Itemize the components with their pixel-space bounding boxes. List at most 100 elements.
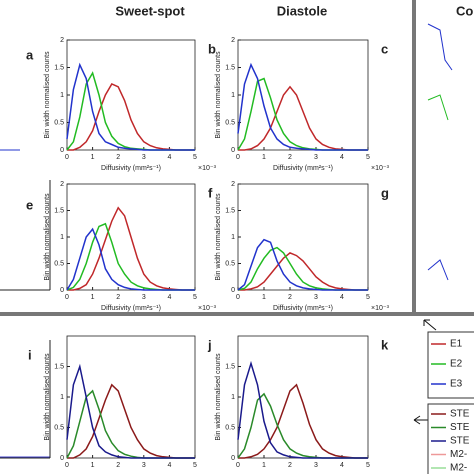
- x-tick-label: 0: [236, 154, 240, 161]
- series-line: [237, 238, 368, 291]
- x-scale-label: ×10⁻³: [371, 165, 390, 172]
- x-tick-label: 4: [167, 154, 171, 161]
- series-line: [237, 62, 368, 151]
- series-line: [237, 360, 368, 459]
- y-axis-label: Bin width normalised counts: [44, 51, 51, 139]
- x-tick-label: 4: [340, 462, 344, 469]
- y-tick-label: 0.5: [225, 424, 235, 431]
- x-tick-label: 4: [340, 154, 344, 161]
- panel-letter: e: [26, 197, 33, 212]
- x-tick-label: 1: [91, 294, 95, 301]
- x-tick-label: 5: [366, 462, 370, 469]
- x-tick-label: 0: [236, 462, 240, 469]
- y-tick-label: 2: [231, 181, 235, 188]
- y-tick-label: 1: [60, 234, 64, 241]
- legend-label: STE: [450, 409, 470, 420]
- separator: [0, 312, 474, 316]
- x-tick-label: 5: [366, 154, 370, 161]
- column-title: Co: [456, 3, 473, 18]
- y-tick-label: 1.5: [225, 64, 235, 71]
- legend-label: STE: [450, 422, 470, 433]
- x-tick-label: 4: [167, 462, 171, 469]
- panel-letter: a: [26, 47, 34, 62]
- x-tick-label: 3: [314, 294, 318, 301]
- y-tick-label: 0: [60, 455, 64, 462]
- y-tick-label: 0: [60, 287, 64, 294]
- series-line: [66, 62, 195, 151]
- y-tick-label: 0.5: [225, 119, 235, 126]
- y-tick-label: 0.5: [225, 260, 235, 267]
- y-tick-label: 2: [60, 181, 64, 188]
- x-scale-label: ×10⁻³: [198, 165, 217, 172]
- y-tick-label: 1: [231, 92, 235, 99]
- x-tick-label: 5: [193, 462, 197, 469]
- y-tick-label: 1.5: [225, 207, 235, 214]
- x-tick-label: 3: [142, 154, 146, 161]
- x-tick-label: 1: [91, 462, 95, 469]
- x-tick-label: 1: [262, 462, 266, 469]
- y-tick-label: 0.5: [54, 424, 64, 431]
- x-tick-label: 2: [288, 154, 292, 161]
- plot-frame: [66, 335, 196, 459]
- panel-letter: g: [381, 185, 389, 200]
- panel-letter: k: [381, 337, 389, 352]
- x-tick-label: 1: [91, 154, 95, 161]
- arrow: [413, 415, 428, 425]
- plot-frame: [237, 183, 369, 291]
- x-tick-label: 2: [116, 294, 120, 301]
- x-tick-label: 1: [262, 294, 266, 301]
- x-tick-label: 0: [65, 462, 69, 469]
- panel-letter: j: [207, 337, 212, 352]
- x-tick-label: 5: [193, 294, 197, 301]
- legend-box: [427, 331, 474, 399]
- y-tick-label: 0.5: [54, 260, 64, 267]
- y-axis-label: Bin width normalised counts: [44, 193, 51, 281]
- legend-label: E2: [450, 359, 463, 370]
- x-tick-label: 1: [262, 154, 266, 161]
- y-tick-label: 1.5: [54, 64, 64, 71]
- legend-label: E1: [450, 339, 463, 350]
- x-axis-label: Diffusivity (mm²s⁻¹): [101, 165, 161, 172]
- y-axis-label: Bin width normalised counts: [215, 193, 222, 281]
- panel-letter: c: [381, 41, 388, 56]
- partial-line: [427, 94, 449, 121]
- x-axis-label: Diffusivity (mm²s⁻¹): [273, 305, 333, 312]
- x-tick-label: 5: [366, 294, 370, 301]
- legend-box: [427, 403, 474, 474]
- y-axis-label: Bin width normalised counts: [215, 353, 222, 441]
- x-tick-label: 3: [314, 462, 318, 469]
- x-axis-label: Diffusivity (mm²s⁻¹): [273, 165, 333, 172]
- y-tick-label: 0: [231, 455, 235, 462]
- column-title: Sweet-spot: [115, 3, 185, 18]
- legend-label: STE: [450, 436, 470, 447]
- separator: [412, 0, 416, 314]
- series-line: [66, 363, 195, 459]
- x-tick-label: 2: [116, 462, 120, 469]
- panel-letter: f: [208, 185, 213, 200]
- x-scale-label: ×10⁻³: [198, 305, 217, 312]
- y-axis-label: Bin width normalised counts: [44, 353, 51, 441]
- x-scale-label: ×10⁻³: [371, 305, 390, 312]
- y-tick-label: 0: [231, 147, 235, 154]
- x-tick-label: 0: [236, 294, 240, 301]
- x-tick-label: 4: [167, 294, 171, 301]
- y-tick-label: 1: [231, 394, 235, 401]
- plot-frame: [237, 335, 369, 459]
- x-tick-label: 2: [116, 154, 120, 161]
- legend-label: E3: [450, 379, 463, 390]
- series-line: [238, 383, 368, 459]
- y-tick-label: 2: [231, 37, 235, 44]
- x-tick-label: 3: [314, 154, 318, 161]
- panel-letter: i: [28, 347, 32, 362]
- y-tick-label: 1.5: [54, 207, 64, 214]
- x-tick-label: 0: [65, 154, 69, 161]
- x-tick-label: 3: [142, 294, 146, 301]
- y-tick-label: 1.5: [54, 363, 64, 370]
- series-line: [66, 227, 195, 291]
- y-tick-label: 1: [60, 92, 64, 99]
- y-tick-label: 0: [231, 287, 235, 294]
- x-tick-label: 2: [288, 462, 292, 469]
- legend-label: M2-: [450, 463, 467, 474]
- plot-frame: [237, 39, 369, 151]
